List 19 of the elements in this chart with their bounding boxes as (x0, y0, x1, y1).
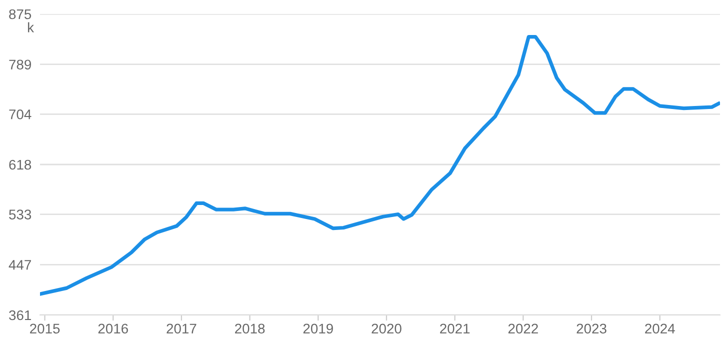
x-tick-label: 2024 (645, 324, 675, 334)
y-tick-label: 704 (9, 109, 32, 120)
x-tick-label: 2016 (98, 324, 128, 334)
x-tick-label: 2020 (372, 324, 402, 334)
y-tick-label: 361 (9, 310, 31, 320)
x-tick-label: 2019 (303, 324, 333, 334)
y-tick-label: 789 (9, 60, 32, 70)
y-tick-label: 447 (8, 260, 31, 270)
y-tick-label: 618 (9, 160, 32, 170)
x-tick-label: 2018 (235, 324, 265, 334)
x-tick-label: 2015 (30, 324, 60, 334)
y-tick-label: 875 (9, 9, 32, 20)
y-tick-label: 533 (9, 210, 32, 220)
x-tick-label: 2021 (440, 324, 470, 334)
line-series (40, 35, 720, 296)
x-tick-label: 2017 (166, 324, 196, 334)
x-tick-label: 2022 (508, 324, 538, 334)
x-tick-label: 2023 (576, 324, 606, 334)
y-axis-title: k (28, 22, 34, 32)
